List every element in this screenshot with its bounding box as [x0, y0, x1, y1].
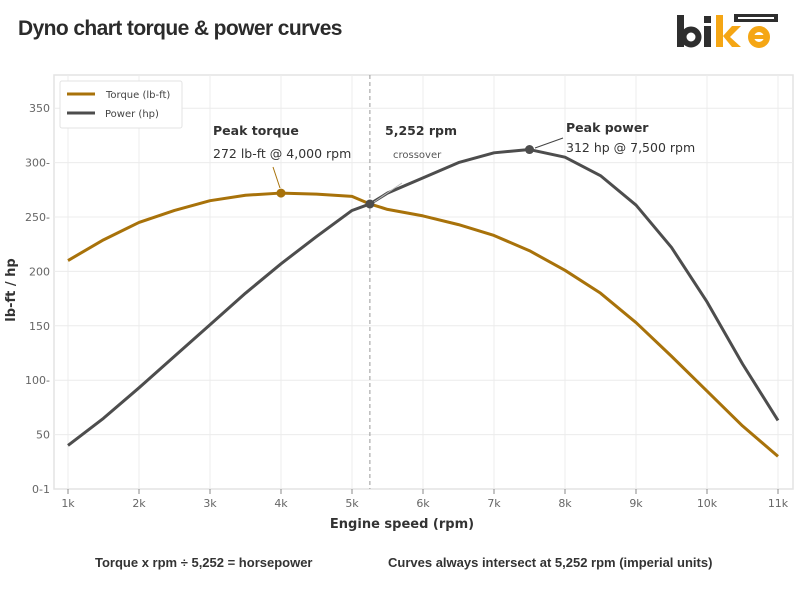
peak-torque-arrow [272, 166, 281, 189]
x-axis-label: Engine speed (rpm) [330, 517, 474, 532]
legend-label-power: Power (hp) [105, 109, 159, 120]
peak-power-marker [525, 145, 534, 155]
crossover-label: crossover [393, 150, 442, 161]
crossover-title: 5,252 rpm [385, 123, 457, 138]
y-tick-label: 200 [29, 265, 50, 278]
x-tick-label: 1k [61, 497, 75, 510]
peak-power-value: 312 hp @ 7,500 rpm [566, 140, 695, 155]
footer-note: Curves always intersect at 5,252 rpm (im… [388, 555, 713, 570]
x-tick-label: 2k [132, 497, 146, 510]
bike-league-logo [677, 14, 778, 48]
crossover-marker [365, 199, 375, 209]
x-tick-label: 11k [768, 497, 789, 510]
x-tick-label: 8k [558, 497, 572, 510]
x-tick-label: 5k [345, 497, 359, 510]
legend: Torque (lb-ft) Power (hp) [59, 80, 183, 129]
y-tick-label: 0-1 [32, 483, 50, 496]
peak-power-arrow [534, 137, 564, 149]
y-tick-label: 300- [25, 157, 50, 170]
y-axis: 0-1 50 100- 150 200 250- 300- 350 [25, 102, 50, 496]
peak-power-title: Peak power [566, 120, 649, 135]
peak-torque-marker [276, 188, 286, 198]
footer-formula: Torque x rpm ÷ 5,252 = horsepower [95, 555, 313, 570]
y-tick-label: 350 [29, 102, 50, 115]
y-axis-label: lb-ft / hp [4, 258, 19, 321]
x-tick-label: 9k [629, 497, 643, 510]
peak-torque-title: Peak torque [213, 123, 299, 138]
x-tick-label: 6k [416, 497, 430, 510]
series-line-torque [67, 191, 779, 458]
y-tick-label: 150 [29, 320, 50, 333]
y-tick-label: 250- [25, 211, 50, 224]
legend-label-torque: Torque (lb-ft) [105, 90, 170, 101]
x-axis: 1k 2k 3k 4k 5k 6k 7k 8k 9k 10k 11k [61, 489, 789, 510]
x-tick-label: 7k [487, 497, 501, 510]
x-tick-label: 3k [203, 497, 217, 510]
crossover-arrow [373, 182, 403, 203]
x-tick-label: 10k [697, 497, 718, 510]
page-title: Dyno chart torque & power curves [18, 17, 342, 40]
x-tick-label: 4k [274, 497, 288, 510]
y-tick-label: 50 [36, 429, 50, 442]
y-tick-label: 100- [25, 374, 50, 387]
series-line-power [67, 148, 780, 447]
peak-torque-value: 272 lb-ft @ 4,000 rpm [213, 146, 351, 161]
